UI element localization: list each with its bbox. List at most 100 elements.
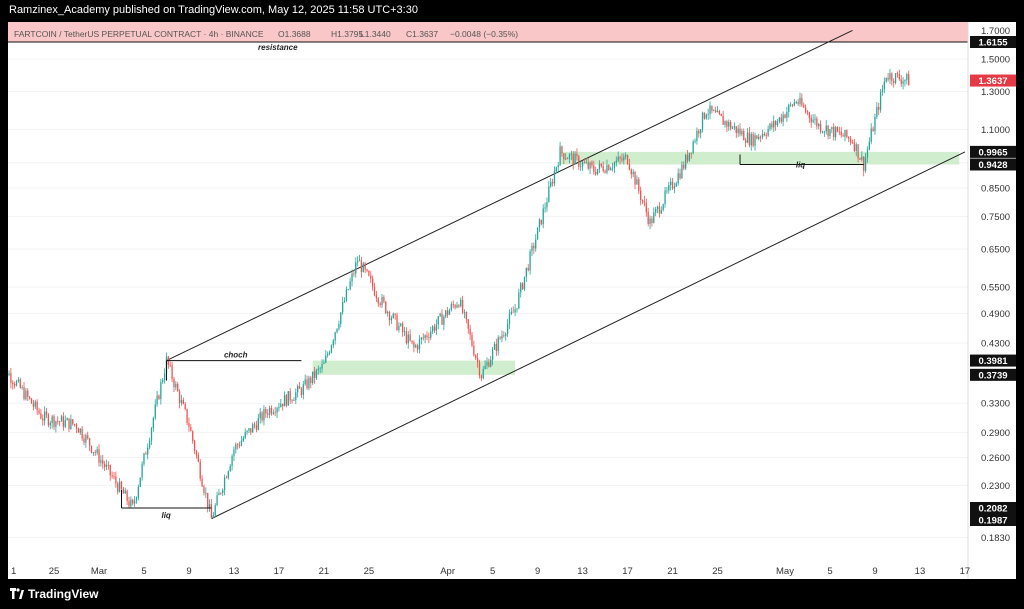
price-axis[interactable]: 1.70001.50001.30001.10000.95000.85000.75… (981, 26, 1010, 544)
candle-body (325, 355, 327, 363)
price-chart[interactable]: resistance choch liq liq FARTCOIN / Teth… (8, 22, 1016, 579)
candle-body (409, 334, 411, 341)
candle-body (703, 112, 706, 119)
candle-body (310, 377, 312, 384)
candle-body (593, 165, 595, 172)
candle-body (758, 136, 760, 139)
candle-body (827, 125, 829, 136)
price-channel[interactable] (166, 29, 966, 520)
candle-body (448, 310, 451, 315)
candle-body (276, 408, 278, 413)
candle-body (849, 138, 852, 143)
candle-body (405, 331, 408, 344)
candle-body (160, 382, 162, 400)
candle-body (673, 186, 676, 189)
liq-label-high: liq (796, 160, 805, 169)
candle-body (34, 401, 36, 407)
candle-body (853, 142, 856, 151)
candle-body (662, 204, 664, 210)
candle-body (475, 355, 477, 359)
candle-body (199, 461, 201, 479)
ohlc-close: C1.3637 (406, 29, 438, 39)
candle-body (583, 162, 586, 164)
candle-body (390, 317, 393, 321)
candle-body (47, 414, 50, 426)
candle-body (666, 190, 668, 192)
candle-body (701, 112, 704, 130)
candle-body (379, 303, 381, 306)
candle-body (578, 156, 580, 167)
candle-body (521, 283, 524, 290)
price-tag-box (970, 502, 1016, 514)
candle-body (439, 313, 441, 317)
candle-body (482, 369, 484, 379)
candle-body (152, 418, 155, 429)
candle-body (621, 158, 623, 161)
candle-body (655, 208, 657, 213)
candle-body (302, 384, 304, 395)
tradingview-brand: TradingView (28, 587, 99, 601)
candle-body (13, 384, 16, 386)
candle-body (746, 132, 749, 143)
candle-body (98, 449, 100, 463)
time-tick: Apr (440, 566, 455, 577)
candle-body (598, 163, 601, 169)
candle-body (231, 455, 233, 466)
candle-body (332, 340, 334, 346)
candle-body (370, 275, 372, 279)
candle-body (473, 345, 475, 356)
candle-body (317, 368, 319, 370)
candle-body (516, 308, 518, 310)
candle-body (201, 478, 203, 487)
candle-body (818, 123, 820, 127)
candle-body (649, 218, 651, 224)
candle-body (283, 395, 286, 407)
candle-body (671, 181, 674, 189)
price-tick: 0.3300 (981, 399, 1010, 410)
candle-body (902, 81, 904, 84)
candle-body (722, 115, 724, 125)
time-tick: 5 (490, 566, 495, 577)
candle-body (285, 395, 288, 406)
candle-body (356, 261, 359, 263)
candle-body (883, 81, 885, 90)
candle-body (207, 492, 209, 508)
candle-body (416, 345, 419, 350)
candle-body (791, 104, 794, 106)
candle-body (763, 133, 766, 136)
candle-body (499, 337, 501, 339)
candle-body (788, 104, 790, 112)
candle-body (679, 173, 681, 179)
candle-body (769, 123, 771, 129)
candle-body (465, 312, 468, 320)
candle-body (117, 483, 119, 492)
time-tick: 25 (712, 566, 723, 577)
candle-body (889, 73, 891, 80)
candle-body (349, 281, 351, 290)
candle-body (825, 125, 827, 132)
candle-body (735, 126, 737, 134)
candle-body (846, 130, 848, 138)
candle-body (833, 126, 835, 138)
candle-body (750, 134, 752, 146)
candle-body (840, 131, 842, 136)
candle-body (885, 77, 887, 82)
candle-body (319, 368, 321, 370)
time-axis[interactable]: 1 25 Mar 5 9 13 17 21 25 Apr 5 9 13 17 21 25 May 5 9 13 17 (11, 566, 970, 577)
price-tag-value: 0.9428 (978, 160, 1007, 171)
candle-body (471, 334, 473, 346)
candle-body (297, 386, 299, 393)
candle-body (347, 289, 349, 291)
candle-body (611, 167, 614, 169)
candle-body (445, 310, 447, 317)
candle-body (145, 453, 147, 455)
price-tick: 0.4900 (981, 309, 1010, 320)
candle-body (806, 111, 809, 113)
candle-body (898, 74, 900, 80)
candle-body (510, 311, 513, 314)
candle-body (793, 102, 796, 106)
candle-body (641, 199, 644, 202)
candle-body (688, 152, 691, 161)
candle-body (304, 379, 306, 385)
price-tick: 0.6500 (981, 245, 1010, 256)
